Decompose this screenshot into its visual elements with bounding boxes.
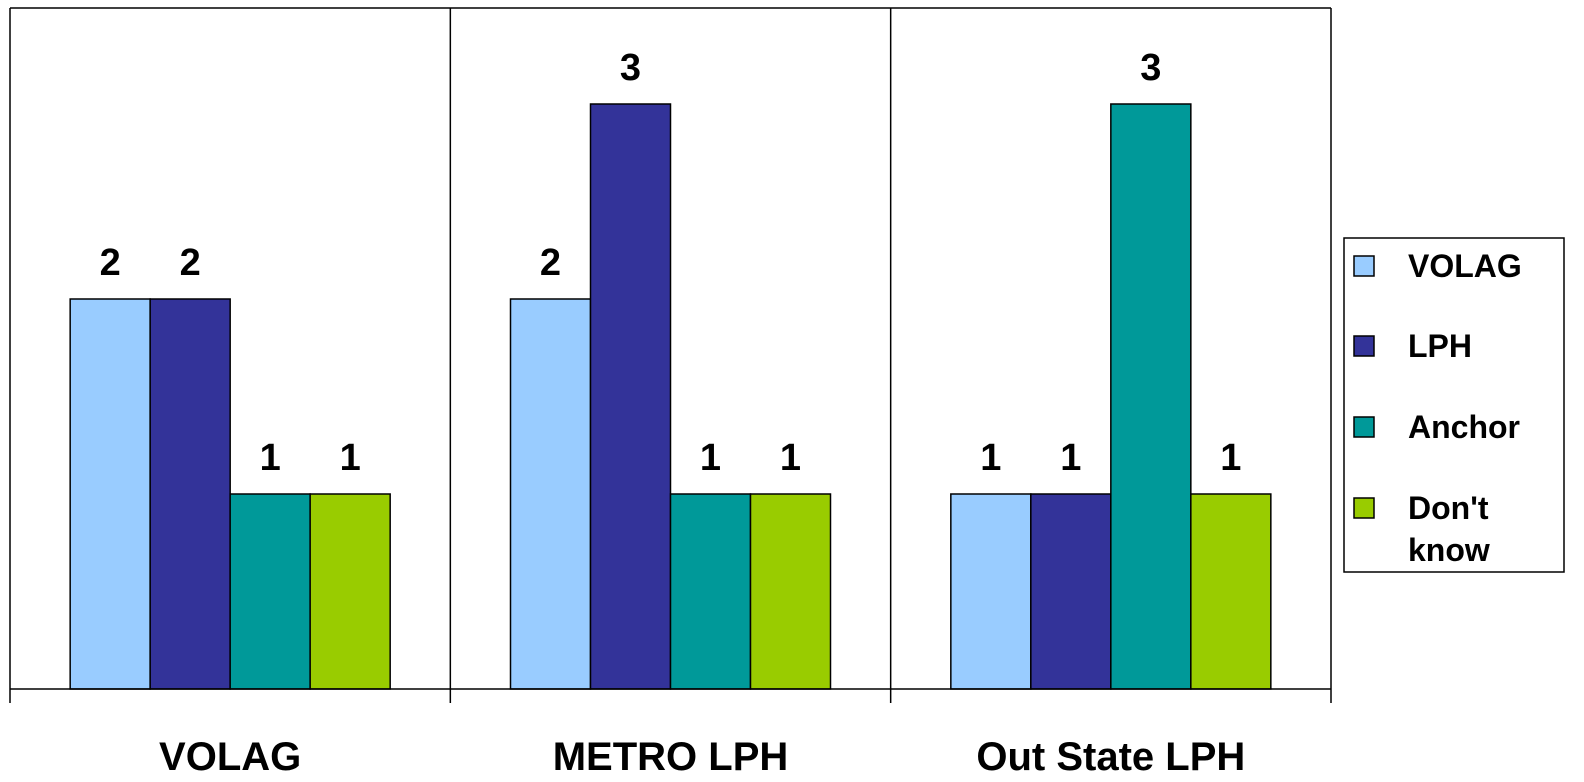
legend-box	[1343, 237, 1565, 573]
data-label: 1	[260, 437, 281, 479]
legend-swatch	[1353, 416, 1375, 438]
legend-label: Don't know	[1408, 490, 1490, 568]
bar	[229, 493, 311, 690]
data-label: 3	[1140, 47, 1161, 89]
data-label: 3	[620, 47, 641, 89]
legend-label: VOLAG	[1408, 248, 1522, 284]
bar	[1030, 493, 1112, 690]
bar	[309, 493, 391, 690]
legend-swatch	[1353, 335, 1375, 357]
data-label: 2	[540, 242, 561, 284]
data-label: 1	[1220, 437, 1241, 479]
legend-label: LPH	[1408, 328, 1472, 364]
x-tick-label: Out State LPH	[976, 735, 1245, 779]
bar	[669, 493, 752, 690]
data-label: 1	[1060, 437, 1081, 479]
bar	[1110, 103, 1192, 690]
bar	[509, 298, 592, 690]
bar	[1190, 493, 1272, 690]
data-label: 1	[980, 437, 1001, 479]
bar	[749, 493, 832, 690]
data-label: 1	[700, 437, 721, 479]
x-tick-label: METRO LPH	[553, 735, 789, 779]
bar	[950, 493, 1032, 690]
x-tick-label: VOLAG	[159, 735, 301, 779]
data-label: 1	[340, 437, 361, 479]
data-label: 2	[180, 242, 201, 284]
bar	[149, 298, 231, 690]
data-label: 2	[100, 242, 121, 284]
legend-swatch	[1353, 497, 1375, 519]
bar	[69, 298, 151, 690]
data-label: 1	[780, 437, 801, 479]
legend-label: Anchor	[1408, 409, 1520, 445]
bar	[589, 103, 672, 690]
legend-swatch	[1353, 255, 1375, 277]
